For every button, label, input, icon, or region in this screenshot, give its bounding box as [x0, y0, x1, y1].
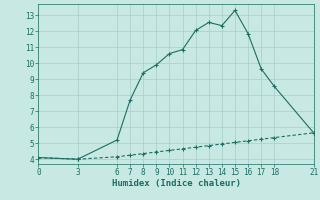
X-axis label: Humidex (Indice chaleur): Humidex (Indice chaleur): [111, 179, 241, 188]
